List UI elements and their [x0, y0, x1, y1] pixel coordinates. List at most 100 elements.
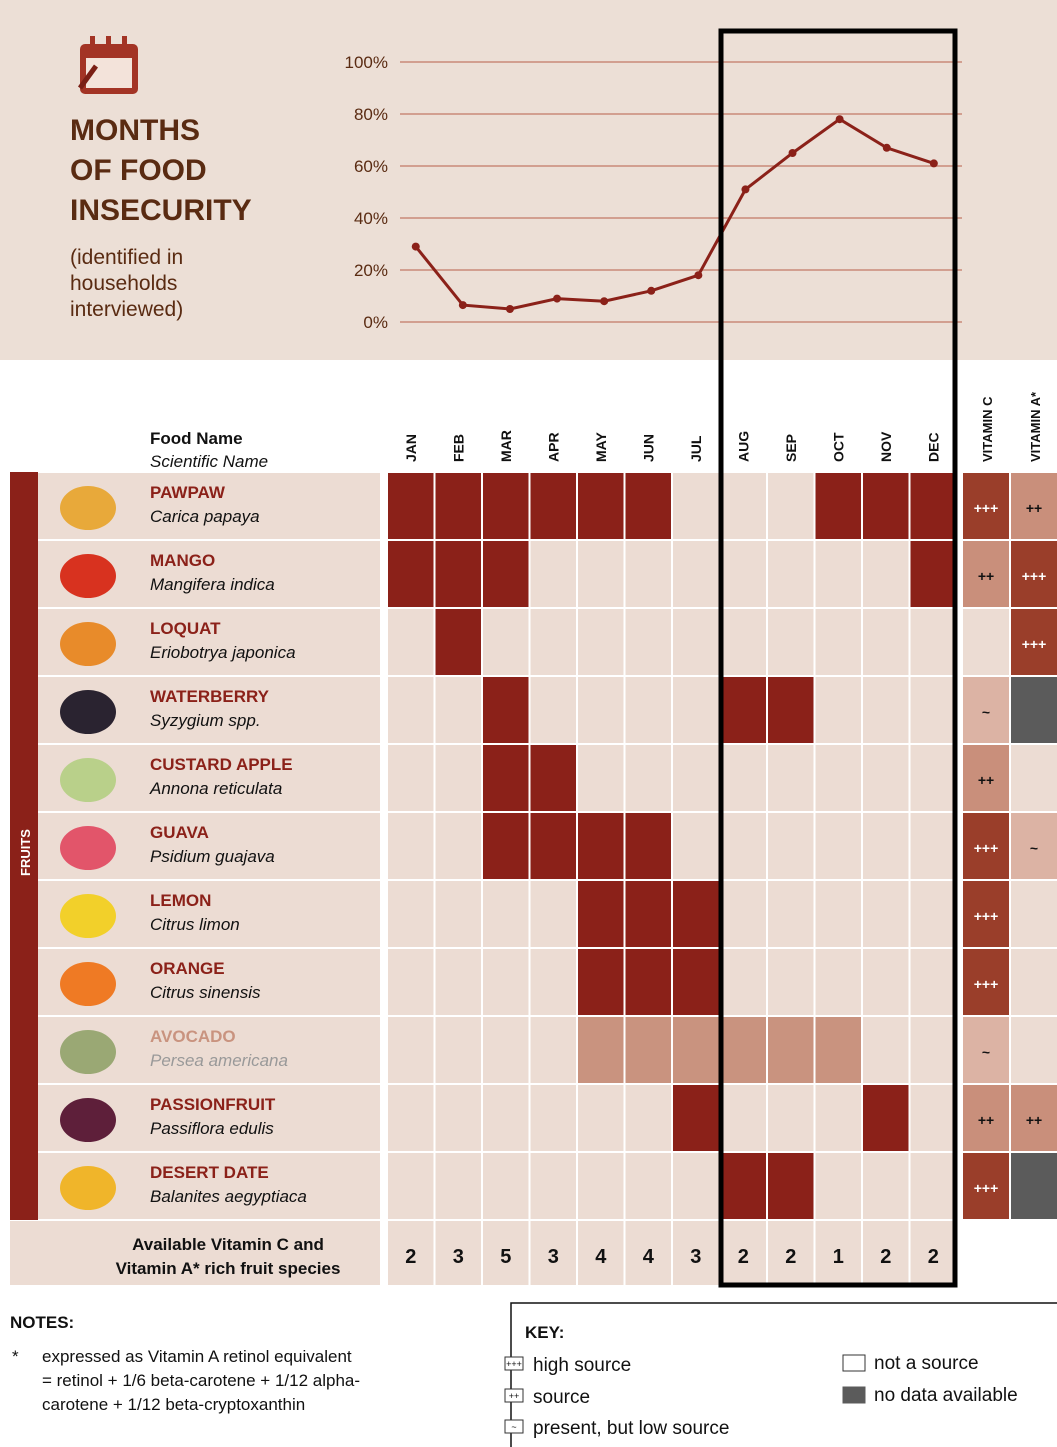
availability-cell — [531, 881, 577, 947]
availability-cell — [531, 609, 577, 675]
vitamin-symbol: +++ — [974, 500, 999, 516]
availability-cell — [816, 541, 862, 607]
key-swatch — [843, 1387, 865, 1403]
availability-cell — [436, 881, 482, 947]
key-label: source — [533, 1387, 590, 1408]
availability-cell — [626, 541, 672, 607]
availability-cell — [388, 881, 434, 947]
food-name: GUAVA — [150, 823, 209, 842]
vitamin-cell — [1011, 677, 1057, 743]
scientific-name: Passiflora edulis — [150, 1119, 274, 1138]
total-value: 4 — [643, 1246, 655, 1268]
food-name: PASSIONFRUIT — [150, 1095, 276, 1114]
availability-cell — [911, 881, 957, 947]
scientific-name: Eriobotrya japonica — [150, 643, 296, 662]
notes-line: = retinol + 1/6 beta-carotene + 1/12 alp… — [42, 1371, 360, 1390]
availability-cell — [673, 881, 719, 947]
y-tick-label: 60% — [354, 157, 388, 176]
availability-cell — [483, 813, 529, 879]
availability-cell — [483, 881, 529, 947]
vitamin-cell — [1011, 949, 1057, 1015]
calendar-icon — [80, 36, 138, 94]
availability-cell — [816, 1017, 862, 1083]
fruit-icon — [60, 758, 116, 802]
availability-cell — [578, 541, 624, 607]
availability-cell — [673, 541, 719, 607]
total-value: 2 — [928, 1246, 939, 1268]
availability-cell — [816, 1085, 862, 1151]
availability-cell — [721, 881, 767, 947]
availability-cell — [436, 473, 482, 539]
scientific-name: Carica papaya — [150, 507, 260, 526]
food-name: AVOCADO — [150, 1027, 236, 1046]
key-title: KEY: — [525, 1323, 564, 1342]
vitamin-cell — [1011, 1153, 1057, 1219]
vitamin-symbol: ++ — [1026, 500, 1042, 516]
availability-cell — [578, 949, 624, 1015]
availability-cell — [911, 677, 957, 743]
availability-cell — [531, 813, 577, 879]
availability-cell — [483, 541, 529, 607]
availability-cell — [816, 609, 862, 675]
availability-cell — [483, 473, 529, 539]
availability-cell — [436, 813, 482, 879]
availability-cell — [768, 949, 814, 1015]
month-label: SEP — [783, 434, 799, 462]
availability-cell — [531, 745, 577, 811]
vitamin-symbol: +++ — [974, 908, 999, 924]
availability-cell — [768, 1153, 814, 1219]
key-symbol: +++ — [506, 1359, 522, 1369]
vitamin-symbol: +++ — [974, 1180, 999, 1196]
fruit-icon — [60, 690, 116, 734]
month-label: NOV — [878, 431, 894, 462]
scientific-name: Psidium guajava — [150, 847, 275, 866]
availability-cell — [388, 949, 434, 1015]
vitamin-cell — [963, 609, 1009, 675]
y-tick-label: 0% — [363, 313, 388, 332]
point — [930, 159, 938, 167]
availability-cell — [911, 949, 957, 1015]
chart-title: OF FOOD — [70, 154, 207, 187]
availability-cell — [531, 1085, 577, 1151]
point — [741, 185, 749, 193]
availability-cell — [673, 473, 719, 539]
month-label: JAN — [403, 434, 419, 462]
point — [459, 301, 467, 309]
vitamin-a-header: VITAMIN A* — [1028, 391, 1043, 462]
fruit-icon — [60, 486, 116, 530]
total-value: 2 — [880, 1246, 891, 1268]
availability-cell — [721, 1153, 767, 1219]
month-label: DEC — [925, 432, 941, 462]
availability-cell — [531, 541, 577, 607]
vitamin-symbol: ++ — [978, 1112, 994, 1128]
availability-cell — [531, 473, 577, 539]
scientific-name: Citrus sinensis — [150, 983, 261, 1002]
vitamin-symbol: ++ — [978, 568, 994, 584]
chart-title: MONTHS — [70, 114, 200, 147]
key-label: high source — [533, 1355, 631, 1376]
food-name: CUSTARD APPLE — [150, 755, 293, 774]
total-value: 2 — [785, 1246, 796, 1268]
month-label: JUN — [640, 434, 656, 462]
fruit-icon — [60, 1098, 116, 1142]
point — [600, 297, 608, 305]
scientific-name: Persea americana — [150, 1051, 288, 1070]
availability-cell — [816, 473, 862, 539]
availability-cell — [626, 881, 672, 947]
group-label: FRUITS — [18, 829, 33, 876]
key-label: not a source — [874, 1353, 979, 1374]
vitamin-cell — [1011, 881, 1057, 947]
availability-cell — [483, 609, 529, 675]
total-value: 3 — [453, 1246, 464, 1268]
vitamin-symbol: ++ — [978, 772, 994, 788]
availability-cell — [483, 1085, 529, 1151]
scientific-name: Balanites aegyptiaca — [150, 1187, 307, 1206]
availability-cell — [768, 609, 814, 675]
availability-cell — [911, 745, 957, 811]
availability-cell — [721, 949, 767, 1015]
availability-cell — [863, 677, 909, 743]
availability-cell — [673, 609, 719, 675]
availability-cell — [626, 609, 672, 675]
availability-cell — [483, 1153, 529, 1219]
availability-cell — [578, 1017, 624, 1083]
